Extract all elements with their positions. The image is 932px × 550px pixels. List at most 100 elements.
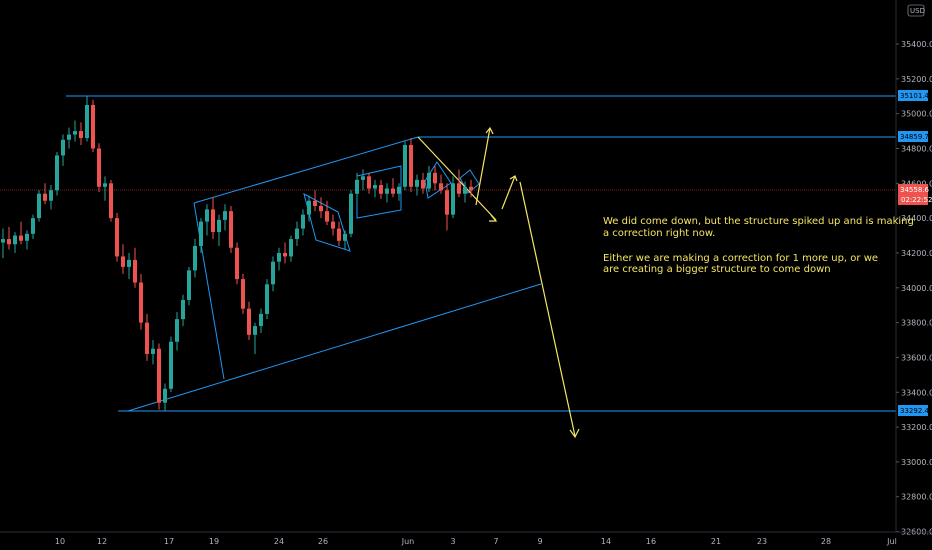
currency-button[interactable]: USD: [907, 4, 925, 17]
annotation-line-3: Either we are making a correction for 1 …: [603, 253, 878, 264]
channel-lower-line[interactable]: [127, 283, 542, 412]
candle-body: [133, 259, 137, 283]
candle-body: [427, 172, 431, 189]
x-axis-label: 16: [646, 537, 656, 546]
y-axis-label: 35400.0: [901, 40, 932, 49]
y-axis-label: 33400.0: [901, 388, 932, 397]
chart-drawings: [0, 95, 896, 439]
candle-body: [25, 233, 29, 241]
candle-body: [73, 131, 77, 135]
x-axis-label: 23: [757, 537, 767, 546]
x-axis-label: 14: [601, 537, 611, 546]
x-axis-label: 10: [55, 537, 65, 546]
candle-body: [43, 193, 47, 201]
candle-body: [91, 104, 95, 149]
candle-body: [391, 188, 395, 194]
candle-body: [373, 185, 377, 189]
x-axis: 10 12 17 19 24 26 Jun 3 7 9 14 16 21 23 28 Jul: [0, 531, 932, 546]
x-axis-label: 17: [164, 537, 174, 546]
badge-33292: [898, 405, 928, 416]
candle-body: [421, 179, 425, 189]
x-axis-label: 21: [711, 537, 721, 546]
projection-arrows: [417, 126, 580, 439]
candle-body: [7, 239, 11, 245]
currency-label: USD: [910, 7, 925, 15]
candle-body: [469, 186, 473, 191]
candle-body: [271, 261, 275, 285]
y-axis-label: 35000.0: [901, 110, 932, 119]
channel-upper-line[interactable]: [193, 136, 419, 204]
candle-body: [295, 228, 299, 240]
candle-body: [379, 185, 383, 194]
y-axis-label: 33600.0: [901, 353, 932, 362]
candle-body: [283, 252, 287, 257]
annotation: We did come down, but the structure spik…: [603, 216, 914, 275]
y-axis-label: 34200.0: [901, 249, 932, 258]
candle-body: [31, 218, 35, 234]
candle-body: [403, 145, 407, 187]
candle-body: [151, 348, 155, 354]
badge-35101: [898, 90, 928, 101]
candle-body: [289, 239, 293, 257]
flag-pattern-2[interactable]: [356, 165, 402, 219]
candle-body: [217, 219, 221, 233]
candle-body: [79, 131, 83, 139]
candle-body: [109, 183, 113, 219]
candle-body: [331, 221, 335, 229]
candle-body: [433, 172, 437, 184]
candle-body: [325, 211, 329, 222]
badge-35101-label: 35101.4: [900, 92, 929, 100]
badge-current-countdown: 02:22:52: [901, 196, 932, 204]
candle-body: [85, 104, 89, 139]
candle-body: [337, 228, 341, 241]
candle-body: [253, 326, 257, 335]
candle-body: [49, 190, 53, 201]
y-axis-label: 33200.0: [901, 423, 932, 432]
x-axis-label: 12: [97, 537, 107, 546]
annotation-line-2: a correction right now.: [603, 228, 715, 239]
x-axis-label: Jun: [401, 537, 415, 546]
candle-body: [169, 341, 173, 389]
x-axis-label: Jul: [886, 537, 897, 546]
x-axis-label: 28: [821, 537, 831, 546]
candle-body: [193, 245, 197, 271]
x-axis-label: 9: [537, 537, 542, 546]
candle-body: [127, 259, 131, 267]
candle-body: [61, 139, 65, 156]
y-axis-label: 34800.0: [901, 144, 932, 153]
candle-body: [199, 221, 203, 246]
candle-body: [349, 193, 353, 234]
candle-body: [313, 200, 317, 206]
candle-body: [145, 322, 149, 354]
candle-body: [205, 209, 209, 222]
x-axis-label: 3: [450, 537, 455, 546]
badge-34859: [898, 131, 928, 142]
candle-body: [241, 279, 245, 309]
candle-body: [37, 193, 41, 219]
candle-body: [175, 319, 179, 342]
candle-body: [115, 218, 119, 257]
x-axis-label: 26: [318, 537, 328, 546]
candle-body: [229, 211, 233, 248]
candle-body: [187, 270, 191, 300]
candle-body: [367, 176, 371, 189]
candles: [1, 96, 473, 412]
candle-body: [445, 190, 449, 215]
candle-body: [277, 252, 281, 262]
candle-body: [265, 284, 269, 314]
candle-body: [247, 308, 251, 335]
y-axis-label: 33000.0: [901, 458, 932, 467]
flag-pattern-3[interactable]: [424, 161, 452, 199]
candle-body: [259, 313, 263, 327]
badge-current: [898, 184, 928, 205]
annotation-line-4: are creating a bigger structure to come …: [603, 264, 831, 275]
candle-body: [235, 247, 239, 280]
price-badges: 35101.4 34859.7 34558.6 02:22:52 33292.4: [898, 90, 932, 416]
candle-body: [361, 176, 365, 180]
candle-body: [19, 235, 23, 241]
candle-body: [181, 299, 185, 320]
candle-body: [451, 183, 455, 215]
candle-body: [1, 239, 5, 243]
